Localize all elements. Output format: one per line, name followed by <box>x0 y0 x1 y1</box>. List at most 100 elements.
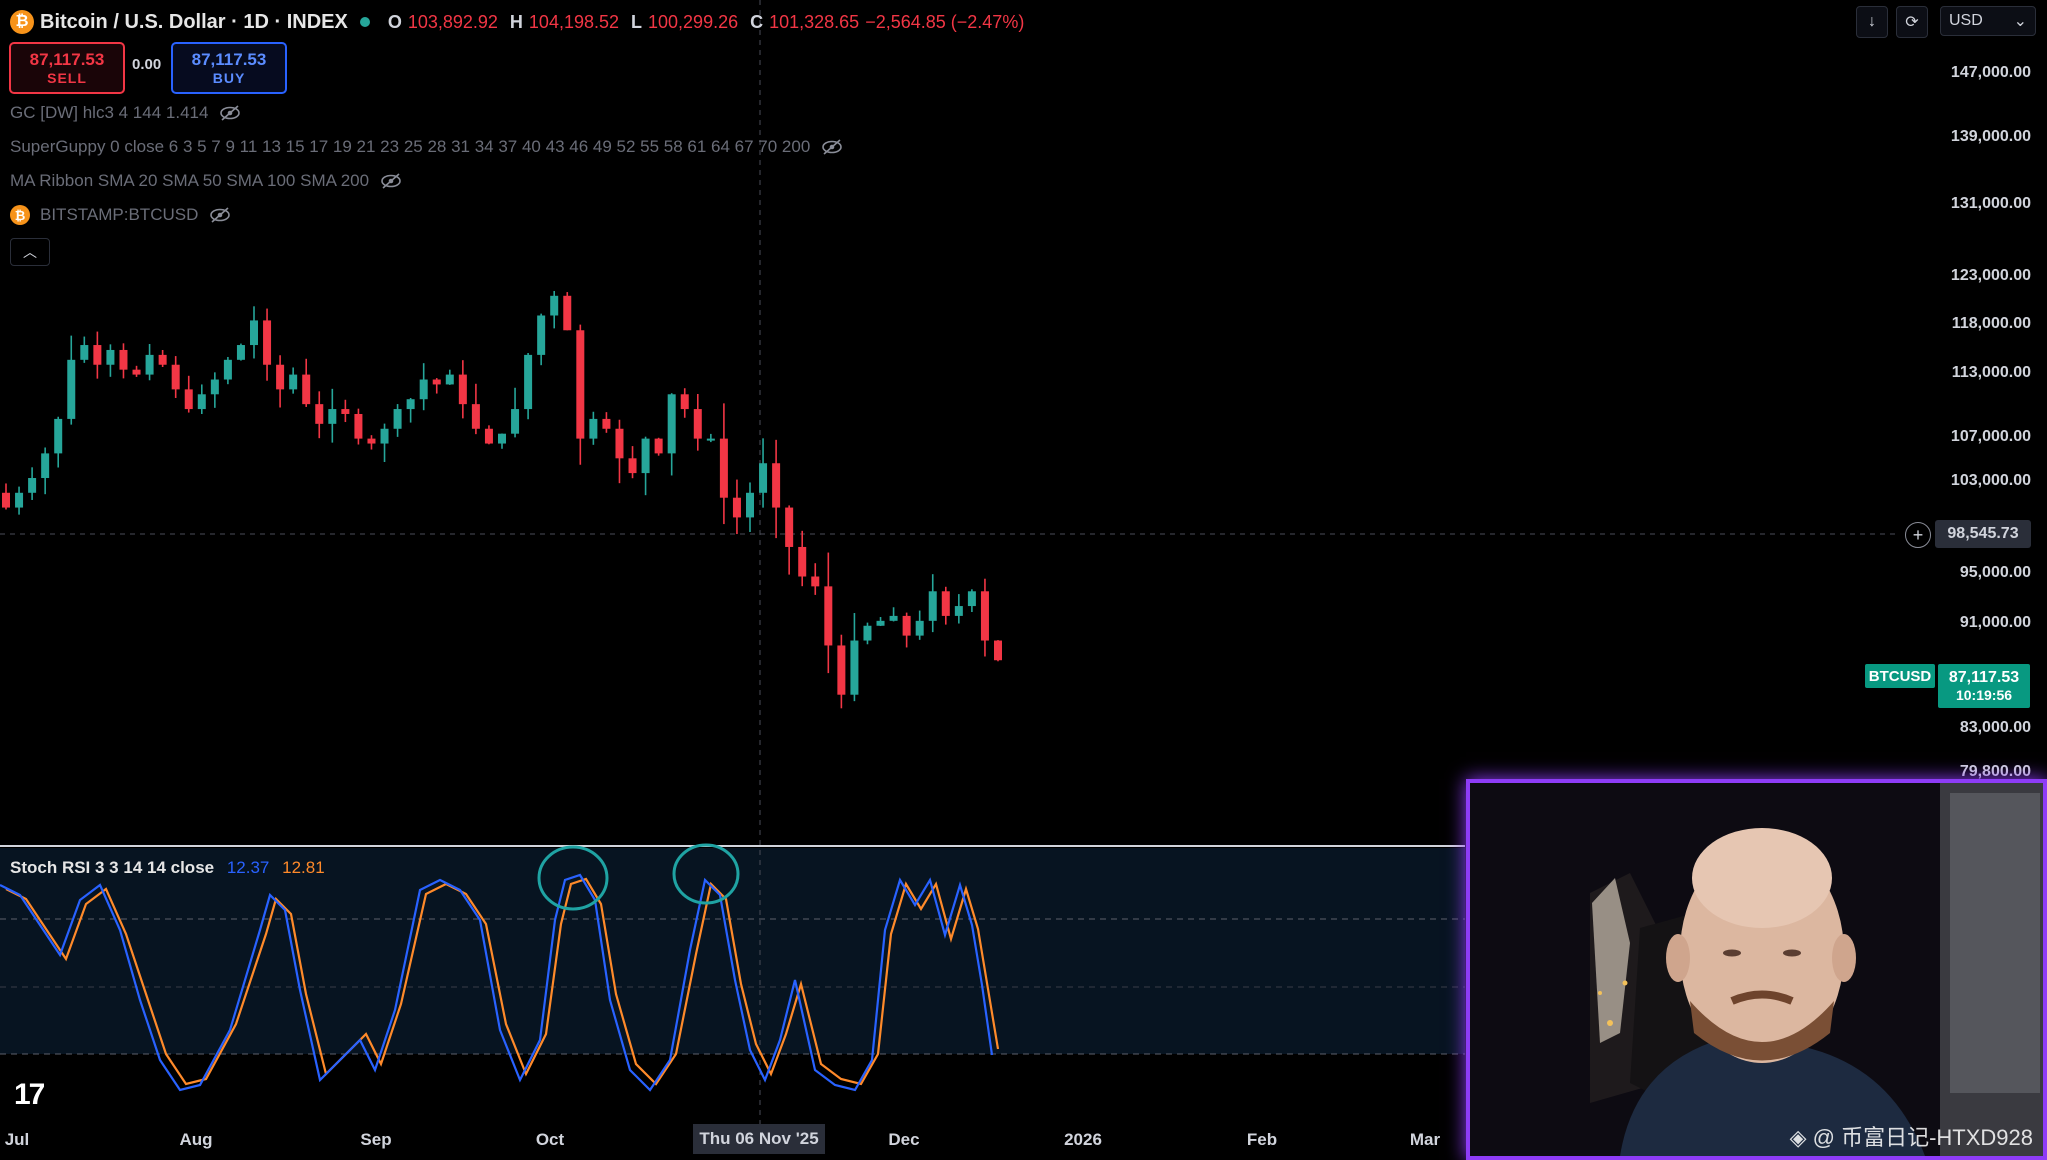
candle-body <box>289 374 298 390</box>
candle-body <box>915 620 924 636</box>
eye-hidden-icon[interactable] <box>820 138 844 156</box>
time-axis-label: Dec <box>888 1130 920 1149</box>
indicator-label: MA Ribbon SMA 20 SMA 50 SMA 100 SMA 200 <box>10 171 370 190</box>
candles <box>2 290 1002 709</box>
candle-body <box>524 354 533 410</box>
time-axis-label: Sep <box>360 1130 392 1149</box>
candle-body <box>876 620 885 626</box>
candle-body <box>250 320 258 346</box>
refresh-button[interactable]: ⟳ <box>1896 6 1928 38</box>
price-axis-label: 113,000.00 <box>1951 364 2031 381</box>
candle-body <box>824 586 833 646</box>
candle-body <box>563 295 572 331</box>
candle-body <box>798 546 807 577</box>
candle-body <box>106 349 115 365</box>
candle-body <box>772 463 781 508</box>
candle-body <box>15 492 24 508</box>
price-axis-label: 123,000.00 <box>1950 267 2031 284</box>
price-axis-label: 91,000.00 <box>1959 614 2031 631</box>
indicator-superguppy[interactable]: SuperGuppy 0 close 6 3 5 7 9 11 13 15 17… <box>10 137 844 157</box>
currency-select[interactable]: USD ⌄ <box>1940 6 2036 36</box>
indicator-label: GC [DW] hlc3 4 144 1.414 <box>10 103 209 122</box>
indicator-label: BITSTAMP:BTCUSD <box>40 205 199 224</box>
eye-hidden-icon[interactable] <box>218 104 242 122</box>
bar-countdown: 10:19:56 <box>1955 687 2013 703</box>
candle-body <box>889 615 898 621</box>
buy-button[interactable]: 87,117.53 BUY <box>171 42 287 94</box>
price-axis-label: 147,000.00 <box>1950 64 2031 81</box>
candle-body <box>628 458 637 474</box>
candle-body <box>223 359 232 380</box>
tradingview-logo: 17 <box>14 1078 45 1111</box>
collapse-legend-button[interactable]: ︿ <box>10 238 50 266</box>
arrow-down-icon: ↓ <box>1868 13 1876 30</box>
crosshair-date-label: Thu 06 Nov '25 <box>693 1124 825 1154</box>
time-axis-label: Jul <box>4 1130 30 1149</box>
ohlc-open-value: 103,892.92 <box>407 11 498 32</box>
streamer-video <box>1470 783 2043 1156</box>
candle-body <box>902 615 911 636</box>
candle-body <box>811 576 820 587</box>
refresh-icon: ⟳ <box>1905 14 1919 31</box>
candle-body <box>980 591 989 641</box>
price-axis-label: 79,800.00 <box>1959 763 2031 780</box>
candle-body <box>93 345 102 365</box>
symbol-header[interactable]: ₿ Bitcoin / U.S. Dollar · 1D · INDEX O 10… <box>10 8 1024 36</box>
price-axis-label: 107,000.00 <box>1950 428 2031 445</box>
eye-hidden-icon[interactable] <box>379 172 403 190</box>
ohlc-close-value: 101,328.65 <box>769 11 860 32</box>
candle-body <box>732 497 741 518</box>
candle-body <box>406 399 415 410</box>
indicator-ma-ribbon[interactable]: MA Ribbon SMA 20 SMA 50 SMA 100 SMA 200 <box>10 171 403 191</box>
buy-price: 87,117.53 <box>191 50 267 69</box>
price-axis-label: 95,000.00 <box>1959 564 2031 581</box>
candle-body <box>693 409 702 439</box>
time-axis-label: Aug <box>179 1130 213 1149</box>
candle-body <box>458 374 467 405</box>
candle-body <box>67 359 76 419</box>
candle-body <box>341 409 350 414</box>
candle-body <box>80 345 89 360</box>
candle-body <box>119 349 128 370</box>
symbol-title[interactable]: Bitcoin / U.S. Dollar · 1D · INDEX <box>40 10 348 33</box>
candle-body <box>706 438 715 441</box>
ohlc-open-key: O <box>387 11 402 32</box>
ohlc-high-value: 104,198.52 <box>528 11 620 32</box>
candle-body <box>511 409 520 434</box>
indicator-gc[interactable]: GC [DW] hlc3 4 144 1.414 <box>10 103 242 123</box>
crosshair-price-label: 98,545.73 <box>1935 520 2031 548</box>
sell-label: SELL <box>47 70 87 86</box>
candle-body <box>615 428 624 459</box>
candle-body <box>667 394 676 454</box>
ohlc-change: −2,564.85 (−2.47%) <box>865 11 1025 32</box>
download-button[interactable]: ↓ <box>1856 6 1888 38</box>
indicator-bitstamp[interactable]: ₿ BITSTAMP:BTCUSD <box>10 205 232 225</box>
candle-body <box>2 492 10 508</box>
candle-body <box>419 379 428 400</box>
candle-body <box>54 418 63 454</box>
candle-body <box>197 394 206 410</box>
candle-body <box>471 404 480 429</box>
candle-body <box>28 478 37 493</box>
sell-button[interactable]: 87,117.53 SELL <box>9 42 125 94</box>
spread-value: 0.00 <box>132 56 162 73</box>
candle-body <box>589 418 598 439</box>
watermark-text: ◈ @ 币富日记-HTXD928 <box>1789 1125 2033 1150</box>
ohlc-low-key: L <box>631 11 643 32</box>
candle-body <box>928 591 937 621</box>
add-alert-icon[interactable]: + <box>1905 522 1931 548</box>
time-axis-label: Feb <box>1246 1130 1278 1149</box>
candle-body <box>602 418 611 429</box>
candle-body <box>837 645 846 695</box>
candle-body <box>354 413 363 439</box>
indicator-label: SuperGuppy 0 close 6 3 5 7 9 11 13 15 17… <box>10 137 811 156</box>
stoch-rsi-legend[interactable]: Stoch RSI 3 3 14 14 close 12.37 12.81 <box>10 858 325 878</box>
candle-body <box>954 606 963 616</box>
candle-body <box>41 453 50 479</box>
chevron-up-icon: ︿ <box>23 244 37 260</box>
eye-hidden-icon[interactable] <box>208 206 232 224</box>
bitcoin-icon: ₿ <box>10 10 34 34</box>
time-axis-label: Mar <box>1409 1130 1441 1149</box>
ohlc-high-key: H <box>509 11 523 32</box>
